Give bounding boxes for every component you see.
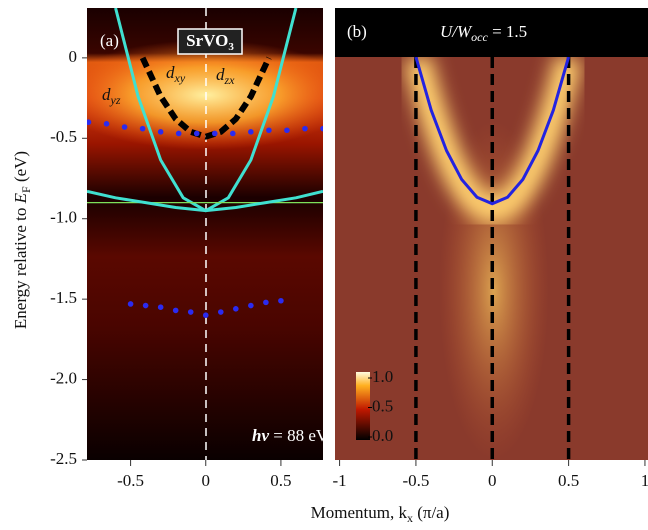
- orbital-label: dzx: [216, 65, 235, 87]
- colorbar-label: 0.5: [372, 396, 393, 415]
- y-tick-label: -0.5: [50, 127, 77, 146]
- text-part: E: [11, 192, 30, 204]
- text-part: yz: [110, 93, 121, 107]
- series-line: [139, 56, 272, 140]
- model-label: U/Wocc = 1.5: [440, 22, 527, 44]
- data-point: [142, 302, 149, 309]
- text-part: = 88 eV: [269, 426, 329, 445]
- orbital-label: dxy: [166, 63, 186, 85]
- colorbar-label: 0.0: [372, 426, 393, 445]
- series-group: [87, 8, 323, 319]
- data-point: [211, 130, 218, 137]
- photon-energy: hν = 88 eV: [252, 426, 329, 445]
- x-tick-label: -0.5: [117, 471, 144, 490]
- data-point: [230, 130, 236, 137]
- colorbar-label: 1.0: [372, 367, 393, 386]
- series-group: [414, 57, 571, 206]
- data-point: [172, 307, 179, 314]
- x-tick-label: 0: [488, 471, 497, 490]
- data-point: [233, 305, 239, 312]
- data-point: [278, 297, 284, 304]
- data-point: [121, 124, 128, 130]
- text-part: F: [19, 186, 33, 193]
- text-part: (π/a): [413, 503, 449, 522]
- y-axis-title: Energy relative to EF (eV): [11, 151, 33, 329]
- data-point: [248, 302, 254, 309]
- text-part: x: [407, 511, 413, 525]
- text-part: zx: [224, 73, 236, 87]
- sample-subscript: 3: [228, 41, 234, 53]
- y-tick-label: -2.5: [50, 449, 77, 468]
- data-point: [157, 129, 164, 135]
- panel-label: (b): [347, 22, 367, 41]
- x-tick-label: 0: [202, 471, 211, 490]
- y-tick-label: 0: [69, 47, 78, 66]
- data-point: [157, 304, 164, 310]
- series-line: [87, 189, 323, 213]
- x-tick-label: 0.5: [558, 471, 579, 490]
- text-part: U/W: [440, 22, 473, 41]
- text-part: Energy relative to: [11, 203, 30, 329]
- data-point: [266, 127, 272, 134]
- y-tick-label: -2.0: [50, 368, 77, 387]
- data-point: [284, 127, 290, 134]
- y-tick-label: -1.0: [50, 208, 77, 227]
- data-point: [302, 125, 308, 132]
- y-tick-label: -1.5: [50, 288, 77, 307]
- x-tick-label: -0.5: [402, 471, 429, 490]
- data-point: [87, 119, 92, 126]
- plot-layer: -0.5 0 0.5 0 -0.5 -1.0 -1.5 -2.0 -2.5 -1 -0.5 0 0.5 1…: [50, 8, 648, 490]
- orbital-label: dyz: [102, 85, 121, 107]
- text-part: = 1.5: [488, 22, 527, 41]
- sample-label: SrVO3: [186, 31, 234, 53]
- data-point: [263, 299, 269, 306]
- text-part: occ: [471, 30, 488, 44]
- text-part: d: [216, 65, 225, 84]
- data-point: [103, 121, 110, 127]
- panel-a-map: [87, 8, 323, 460]
- text-part: (eV): [11, 151, 30, 186]
- x-tick-label: 0.5: [270, 471, 291, 490]
- panel-label: (a): [100, 31, 119, 50]
- data-point: [127, 301, 134, 307]
- data-point: [320, 125, 323, 132]
- data-point: [175, 130, 182, 137]
- series-line: [414, 57, 571, 206]
- x-tick-label: -1: [332, 471, 346, 490]
- text-part: hν: [252, 426, 269, 445]
- text-part: d: [166, 63, 175, 82]
- data-point: [193, 130, 200, 137]
- text-part: xy: [174, 71, 186, 85]
- text-part: d: [102, 85, 111, 104]
- data-point: [202, 312, 209, 319]
- panel-b-map: [335, 8, 648, 460]
- data-point: [187, 309, 194, 315]
- sample-name: SrVO: [186, 31, 228, 50]
- data-point: [248, 129, 254, 135]
- data-point: [139, 125, 146, 132]
- x-tick-label: 1: [641, 471, 648, 490]
- text-part: Momentum, k: [311, 503, 408, 522]
- data-point: [217, 309, 224, 315]
- x-axis-title: Momentum, kx (π/a): [311, 503, 450, 525]
